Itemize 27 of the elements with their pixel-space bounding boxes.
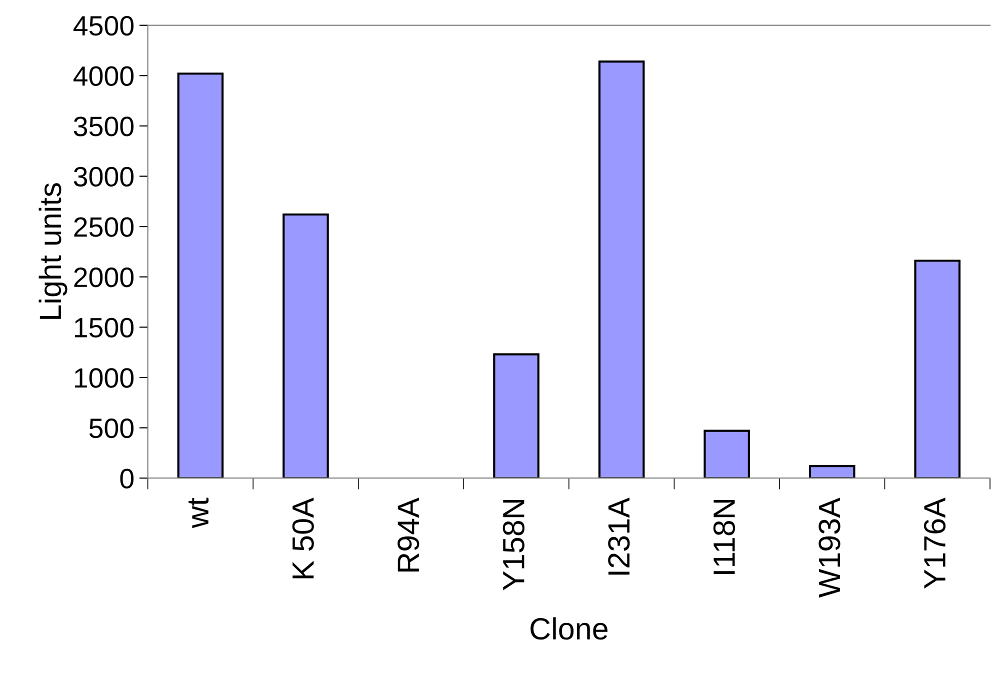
- x-tick-label: wt: [188, 498, 209, 528]
- y-tick-label: 2500: [74, 217, 134, 237]
- bar: [914, 260, 961, 478]
- x-tick-label: Y158N: [502, 500, 524, 590]
- y-tick-label: 4500: [73, 16, 134, 36]
- y-tick-label: 1000: [74, 368, 134, 388]
- bar: [177, 72, 224, 478]
- bar: [282, 213, 329, 478]
- bar: [598, 60, 645, 478]
- bar: [704, 430, 750, 478]
- x-tick-label: Y176A: [924, 498, 946, 589]
- y-tick-label: 4000: [73, 66, 134, 86]
- y-tick-label: 0: [120, 468, 134, 488]
- x-tick-label: R94A: [398, 498, 420, 572]
- y-axis-title: Light units: [38, 183, 68, 319]
- bar: [808, 464, 856, 478]
- y-tick-label: 3000: [74, 166, 134, 187]
- x-tick-label: I231A: [608, 498, 630, 575]
- y-tick-label: 1500: [74, 318, 134, 338]
- y-tick-label: 2000: [74, 268, 134, 288]
- x-tick-label: I118N: [713, 500, 736, 574]
- bar: [493, 353, 540, 478]
- x-tick-label: K 50A: [292, 498, 314, 578]
- y-tick-label: 500: [89, 418, 134, 438]
- x-tick-label: W193A: [818, 498, 840, 598]
- y-tick-label: 3500: [74, 116, 134, 136]
- x-axis-title: Clone: [530, 617, 608, 640]
